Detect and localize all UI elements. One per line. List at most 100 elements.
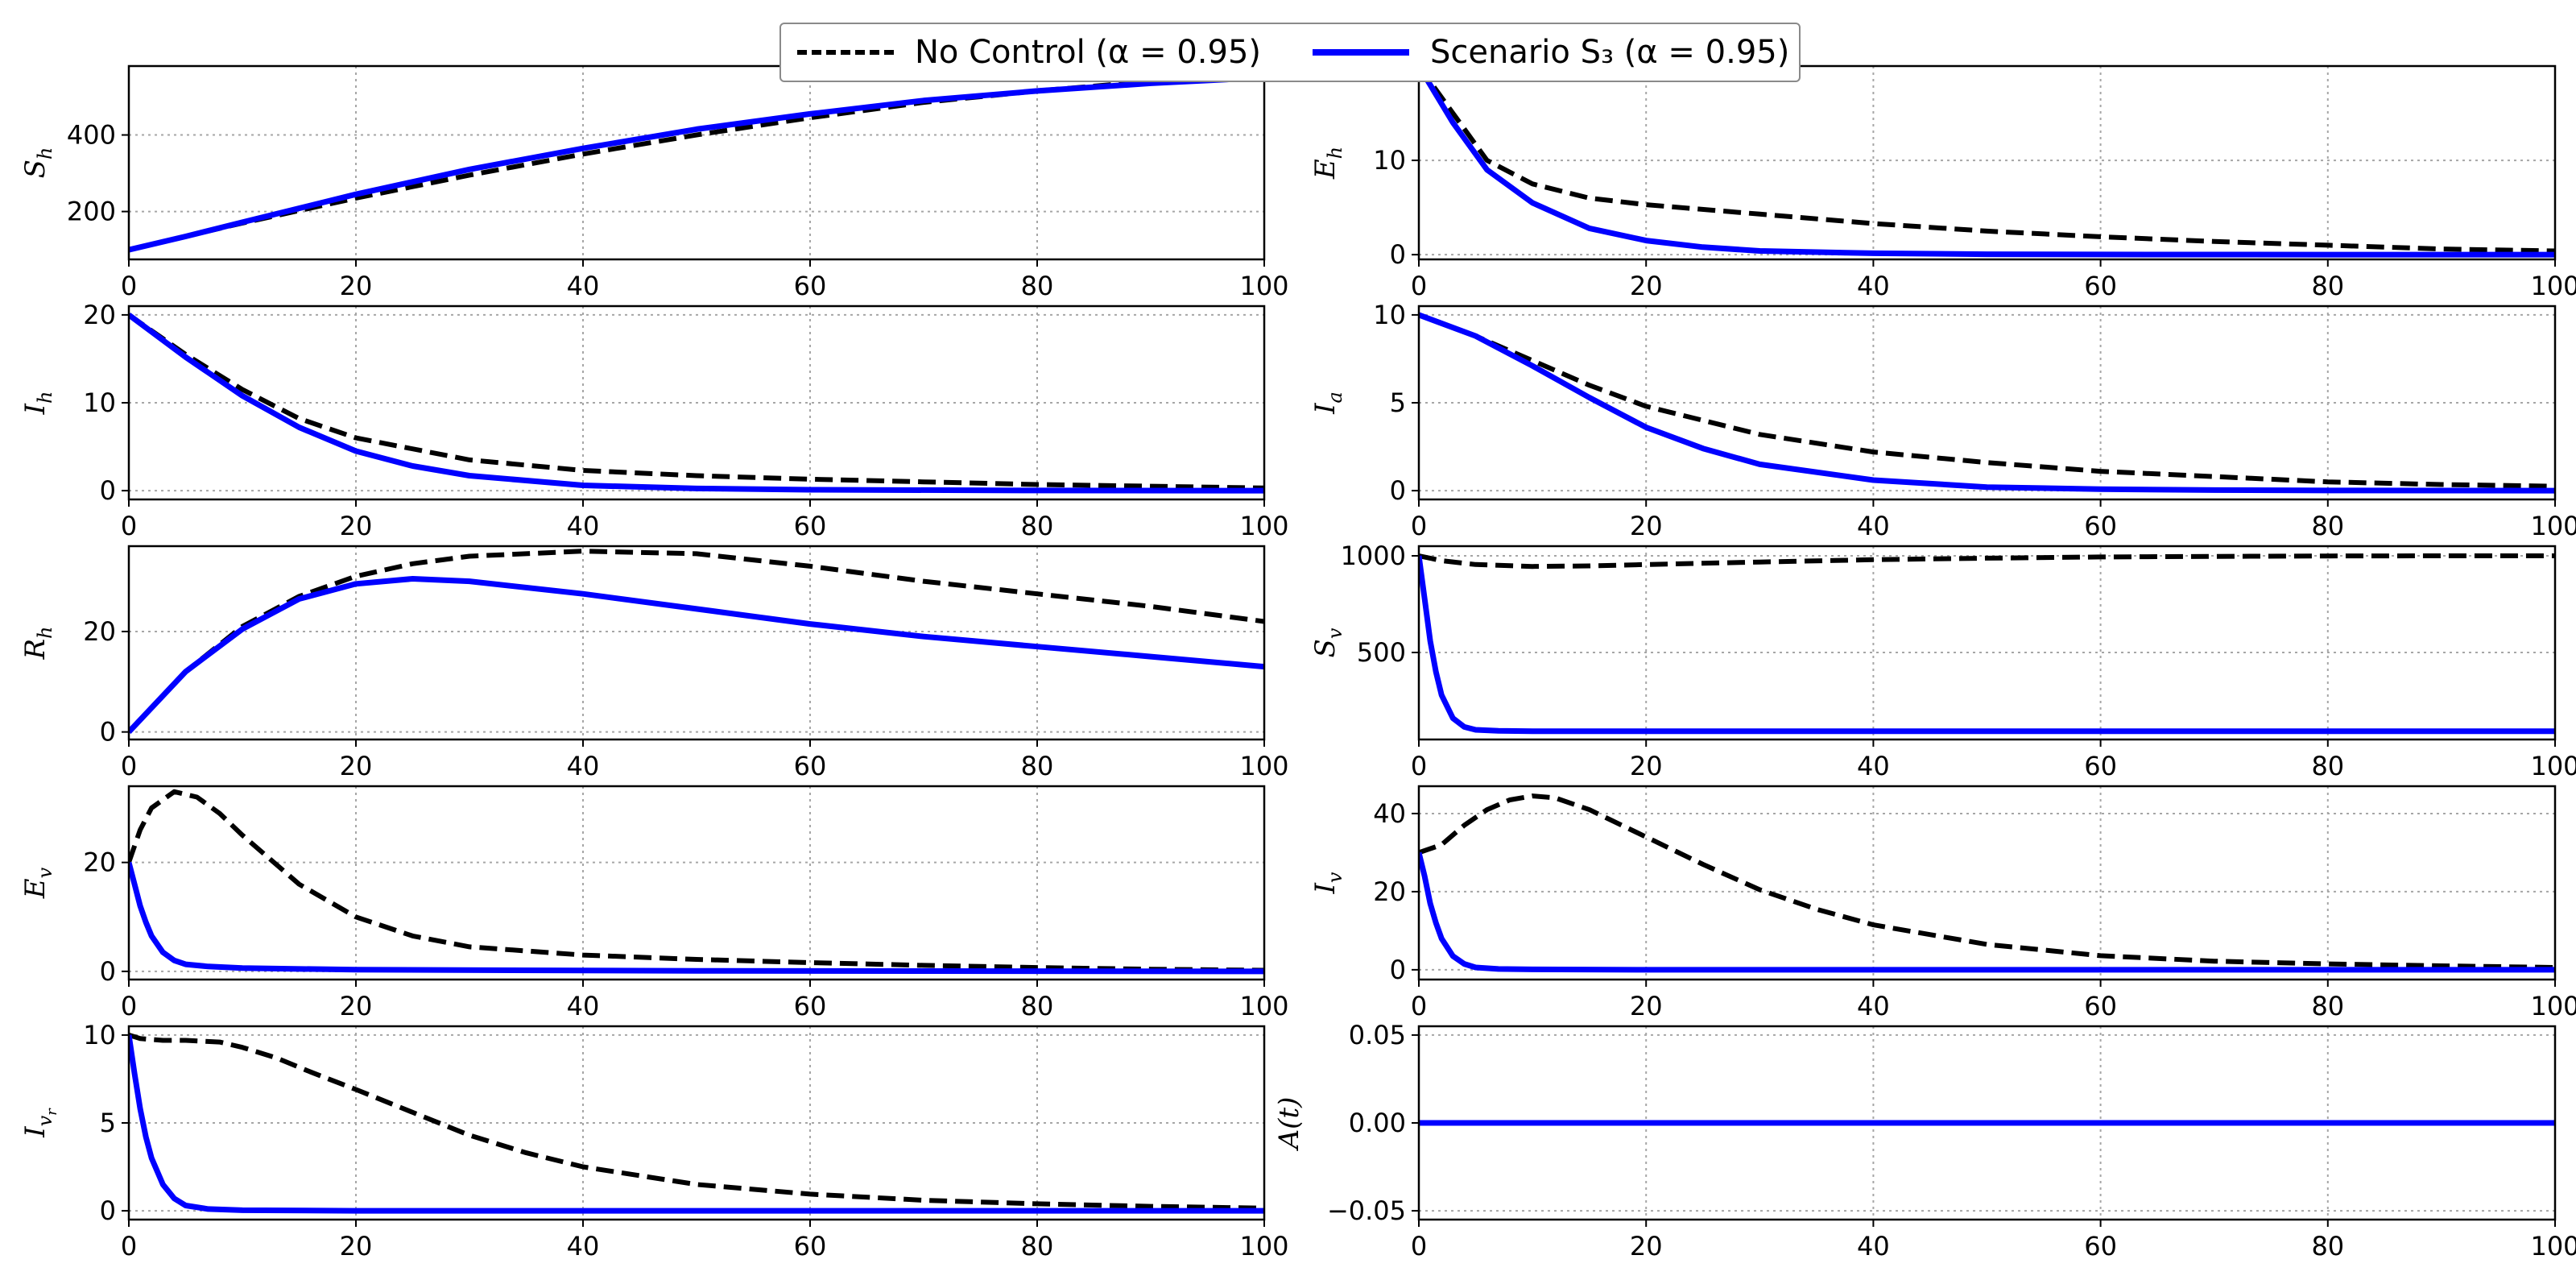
y-tick-label: 0: [1390, 955, 1406, 985]
series-line-no-control: [129, 789, 1264, 973]
x-tick-label: 40: [1857, 271, 1890, 301]
x-tick-label: 0: [121, 1231, 137, 1261]
legend-solid-line-icon: [1313, 49, 1409, 56]
y-axis-label-Ivr: Ivr: [19, 1108, 60, 1138]
x-tick-label: 100: [1239, 751, 1288, 781]
subplot-Ivr: 0 20 40 60 80 100 0 5 10 Ivr: [19, 1020, 1289, 1261]
y-tick-label: 0: [1390, 475, 1406, 506]
x-tick-label: 20: [1630, 1231, 1663, 1261]
x-tick-label: 40: [1857, 1231, 1890, 1261]
series-line-no-control: [1419, 66, 2555, 254]
x-tick-label: 80: [1021, 511, 1054, 541]
series-line-no-control: [129, 71, 1264, 253]
axes-frame: [1417, 64, 2557, 261]
x-tick-label: 0: [121, 991, 137, 1021]
y-tick-label: 0.05: [1349, 1020, 1406, 1050]
y-tick-label: 20: [83, 300, 116, 330]
x-tick-label: 60: [794, 271, 827, 301]
x-tick-label: 20: [1630, 751, 1663, 781]
y-axis-label-Iv: Iv: [1309, 872, 1346, 894]
x-tick-label: 40: [567, 271, 600, 301]
x-tick-label: 80: [2311, 1231, 2344, 1261]
x-tick-label: 60: [2084, 751, 2117, 781]
y-axis-label-Ev: Ev: [19, 867, 56, 899]
x-tick-label: 100: [1239, 271, 1288, 301]
axes-frame: [127, 785, 1266, 981]
series-line-scenario: [129, 861, 1264, 975]
x-tick-label: 0: [1411, 271, 1427, 301]
legend-label-scenario: Scenario S₃ (α = 0.95): [1430, 34, 1790, 71]
x-tick-label: 100: [2530, 271, 2576, 301]
x-tick-label: 80: [1021, 991, 1054, 1021]
y-tick-label: 0: [100, 956, 116, 987]
y-tick-label: 10: [83, 387, 116, 418]
x-tick-label: 100: [2530, 511, 2576, 541]
x-tick-label: 0: [121, 751, 137, 781]
y-tick-label: 20: [83, 616, 116, 647]
y-axis-label-Sv: Sv: [1309, 628, 1346, 657]
y-tick-label: 500: [1357, 637, 1406, 668]
x-tick-label: 0: [1411, 511, 1427, 541]
y-tick-label: 10: [83, 1020, 116, 1050]
x-tick-label: 100: [1239, 511, 1288, 541]
x-tick-label: 60: [794, 751, 827, 781]
y-tick-label: 10: [1373, 145, 1406, 176]
x-tick-label: 100: [1239, 1231, 1288, 1261]
y-tick-label: 20: [1373, 876, 1406, 907]
y-axis-label-Ih: Ih: [19, 391, 56, 416]
y-tick-label: 1000: [1341, 541, 1406, 571]
x-tick-label: 40: [1857, 991, 1890, 1021]
y-tick-label: 0: [100, 1195, 116, 1226]
subplot-Ia: 0 20 40 60 80 100 0 5 10 Ia: [1309, 300, 2576, 541]
series-line-scenario: [129, 74, 1264, 253]
series-line-no-control: [129, 313, 1264, 491]
x-tick-label: 80: [1021, 751, 1054, 781]
series-line-scenario: [129, 1034, 1264, 1214]
x-tick-label: 60: [794, 991, 827, 1021]
series-line-no-control: [1419, 313, 2555, 489]
x-tick-label: 20: [340, 1231, 373, 1261]
x-tick-label: 80: [2311, 271, 2344, 301]
series-line-scenario: [1419, 555, 2555, 735]
x-tick-label: 0: [1411, 751, 1427, 781]
y-axis-label-Rh: Rh: [19, 626, 56, 660]
x-tick-label: 20: [340, 751, 373, 781]
x-tick-label: 0: [1411, 991, 1427, 1021]
x-tick-label: 20: [340, 991, 373, 1021]
x-tick-label: 60: [794, 511, 827, 541]
x-tick-label: 80: [1021, 1231, 1054, 1261]
subplot-Sv: 0 20 40 60 80 100 500 1000 Sv: [1309, 541, 2576, 781]
x-tick-label: 100: [2530, 1231, 2576, 1261]
series-line-no-control: [1419, 553, 2555, 570]
x-tick-label: 60: [2084, 271, 2117, 301]
subplot-Ev: 0 20 40 60 80 100 0 20 Ev: [19, 785, 1289, 1021]
x-tick-label: 100: [1239, 991, 1288, 1021]
y-tick-label: 0.00: [1349, 1108, 1406, 1138]
subplot-Eh: 0 20 40 60 80 100 0 10 Eh: [1309, 64, 2576, 301]
x-tick-label: 80: [2311, 511, 2344, 541]
x-tick-label: 20: [1630, 991, 1663, 1021]
y-tick-label: 0: [1390, 239, 1406, 270]
legend: No Control (α = 0.95) Scenario S₃ (α = 0…: [779, 23, 1801, 82]
legend-item-no-control: No Control (α = 0.95): [797, 24, 1261, 81]
x-tick-label: 60: [2084, 1231, 2117, 1261]
x-tick-label: 100: [2530, 751, 2576, 781]
y-axis-label-Sh: Sh: [19, 147, 56, 179]
x-tick-label: 40: [567, 1231, 600, 1261]
x-tick-label: 40: [1857, 751, 1890, 781]
y-axis-label-Eh: Eh: [1309, 147, 1346, 180]
series-line-scenario: [129, 576, 1264, 735]
x-tick-label: 40: [567, 751, 600, 781]
x-tick-label: 40: [567, 511, 600, 541]
y-axis-label-At: A(t): [1273, 1097, 1305, 1152]
axes-frame: [127, 545, 1266, 741]
x-tick-label: 40: [1857, 511, 1890, 541]
y-tick-label: 5: [1390, 387, 1406, 418]
y-tick-label: 10: [1373, 300, 1406, 330]
x-tick-label: 80: [1021, 271, 1054, 301]
subplot-Ih: 0 20 40 60 80 100 0 10 20 Ih: [19, 300, 1289, 541]
x-tick-label: 60: [2084, 511, 2117, 541]
x-tick-label: 80: [2311, 751, 2344, 781]
x-tick-label: 60: [2084, 991, 2117, 1021]
series-line-scenario: [1419, 312, 2555, 494]
